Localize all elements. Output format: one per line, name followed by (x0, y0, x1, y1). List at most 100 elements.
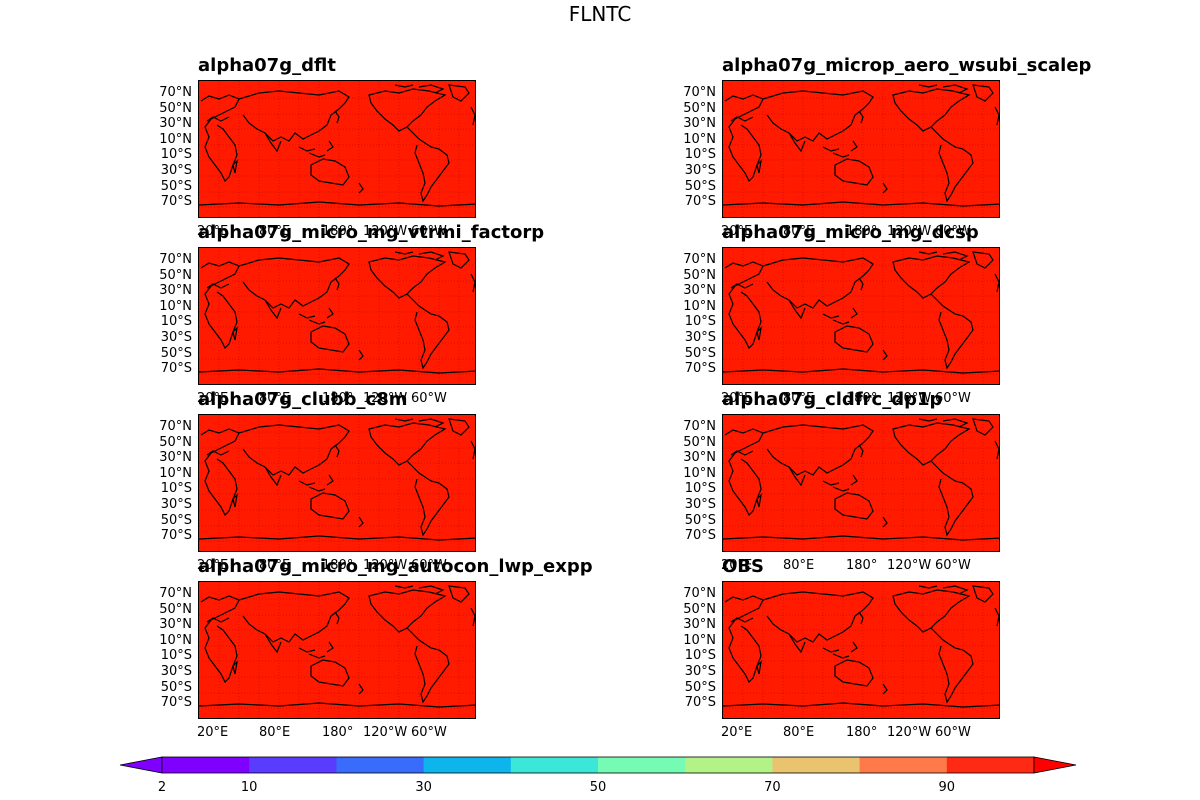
lon-tick-label: 120°W (887, 391, 932, 406)
colorbar-segment (249, 757, 337, 773)
lat-tick-label: 10°N (683, 132, 716, 147)
panel-title: alpha07g_micro_mg_dcsp (722, 222, 979, 243)
lon-tick-label: 60°W (935, 224, 971, 239)
lat-tick-label: 50°S (684, 680, 716, 695)
coastline-map (199, 248, 475, 384)
lat-tick-label: 10°N (159, 466, 192, 481)
panel-title: alpha07g_microp_aero_wsubi_scalep (722, 55, 1092, 76)
colorbar-segment (859, 757, 948, 773)
colorbar-tick-label: 10 (240, 780, 258, 795)
lon-tick-label: 180° (322, 224, 354, 239)
lon-tick-label: 20°E (721, 558, 753, 573)
lon-tick-label: 20°E (721, 725, 753, 740)
coastline-map (723, 582, 999, 718)
lat-tick-label: 10°N (683, 466, 716, 481)
lat-tick-label: 50°N (683, 602, 716, 617)
lon-tick-label: 120°W (363, 224, 408, 239)
coastline-map (723, 81, 999, 217)
lat-tick-label: 70°N (159, 252, 192, 267)
map-panel (198, 80, 476, 218)
lat-tick-label: 50°S (160, 179, 192, 194)
lon-tick-label: 80°E (259, 224, 291, 239)
lat-tick-label: 70°N (683, 85, 716, 100)
lon-tick-label: 120°W (887, 725, 932, 740)
lat-tick-label: 10°S (684, 648, 716, 663)
lon-tick-label: 180° (846, 558, 878, 573)
lat-tick-label: 30°S (160, 497, 192, 512)
lon-tick-label: 80°E (259, 725, 291, 740)
lat-tick-label: 30°S (684, 497, 716, 512)
coastline-map (199, 582, 475, 718)
lon-tick-label: 120°W (887, 224, 932, 239)
lat-tick-label: 70°S (160, 528, 192, 543)
colorbar-segment (772, 757, 861, 773)
lat-tick-label: 30°N (159, 617, 192, 632)
lat-tick-label: 30°S (684, 664, 716, 679)
lat-tick-label: 30°S (160, 330, 192, 345)
colorbar-tick-label: 50 (589, 780, 607, 795)
lat-tick-label: 30°N (683, 617, 716, 632)
lat-tick-label: 10°S (160, 648, 192, 663)
lat-tick-label: 50°N (683, 101, 716, 116)
colorbar-tick-label: 70 (764, 780, 781, 795)
lat-tick-label: 30°N (683, 450, 716, 465)
lat-tick-label: 30°N (159, 116, 192, 131)
lat-tick-label: 70°N (159, 419, 192, 434)
lat-tick-label: 70°N (683, 252, 716, 267)
lon-tick-label: 20°E (197, 224, 229, 239)
panel-title: alpha07g_micro_mg_vtrmi_factorp (198, 222, 545, 243)
colorbar-segment (510, 757, 599, 773)
lon-tick-label: 20°E (197, 725, 229, 740)
lat-tick-label: 50°N (159, 101, 192, 116)
lat-tick-label: 10°N (159, 299, 192, 314)
lat-tick-label: 70°S (160, 194, 192, 209)
coastline-map (199, 81, 475, 217)
lon-tick-label: 120°W (363, 558, 408, 573)
panel-title: OBS (722, 556, 764, 577)
lon-tick-label: 60°W (935, 391, 971, 406)
lon-tick-label: 60°W (935, 558, 971, 573)
lon-tick-label: 80°E (783, 558, 815, 573)
lat-tick-label: 50°S (160, 346, 192, 361)
map-panel (722, 247, 1000, 385)
panel-title: alpha07g_micro_mg_autocon_lwp_expp (198, 556, 593, 577)
colorbar-tick-label: 90 (938, 780, 956, 795)
lat-tick-label: 30°S (684, 163, 716, 178)
colorbar-segment (685, 757, 773, 773)
coastline-map (723, 415, 999, 551)
lat-tick-label: 50°N (159, 435, 192, 450)
lat-tick-label: 70°N (159, 586, 192, 601)
lon-tick-label: 180° (322, 725, 354, 740)
lon-tick-label: 80°E (783, 224, 815, 239)
lat-tick-label: 50°S (684, 346, 716, 361)
lon-tick-label: 60°W (411, 224, 447, 239)
lon-tick-label: 20°E (721, 391, 753, 406)
lon-tick-label: 180° (846, 725, 878, 740)
colorbar-segment (336, 757, 425, 773)
colorbar-segment (423, 757, 512, 773)
lat-tick-label: 10°N (159, 132, 192, 147)
lat-tick-label: 70°S (684, 194, 716, 209)
figure-title: FLNTC (568, 2, 632, 26)
lon-tick-label: 120°W (363, 391, 408, 406)
colorbar-segment (946, 757, 1035, 773)
map-panel (722, 80, 1000, 218)
lon-tick-label: 60°W (411, 725, 447, 740)
lat-tick-label: 50°S (684, 179, 716, 194)
lon-tick-label: 80°E (259, 391, 291, 406)
lat-tick-label: 10°S (160, 147, 192, 162)
lat-tick-label: 50°N (683, 435, 716, 450)
lat-tick-label: 10°N (683, 633, 716, 648)
lat-tick-label: 30°N (159, 283, 192, 298)
coastline-map (199, 415, 475, 551)
lon-tick-label: 20°E (197, 558, 229, 573)
lat-tick-label: 30°S (684, 330, 716, 345)
panel-title: alpha07g_cldfrc_dp1p (722, 389, 943, 410)
panel-title: alpha07g_clubb_c8m (198, 389, 408, 410)
colorbar-extend-min (119, 756, 163, 774)
panel-title: alpha07g_dflt (198, 55, 336, 76)
lon-tick-label: 180° (846, 224, 878, 239)
lat-tick-label: 70°S (684, 528, 716, 543)
lon-tick-label: 80°E (783, 391, 815, 406)
colorbar-segment (598, 757, 686, 773)
